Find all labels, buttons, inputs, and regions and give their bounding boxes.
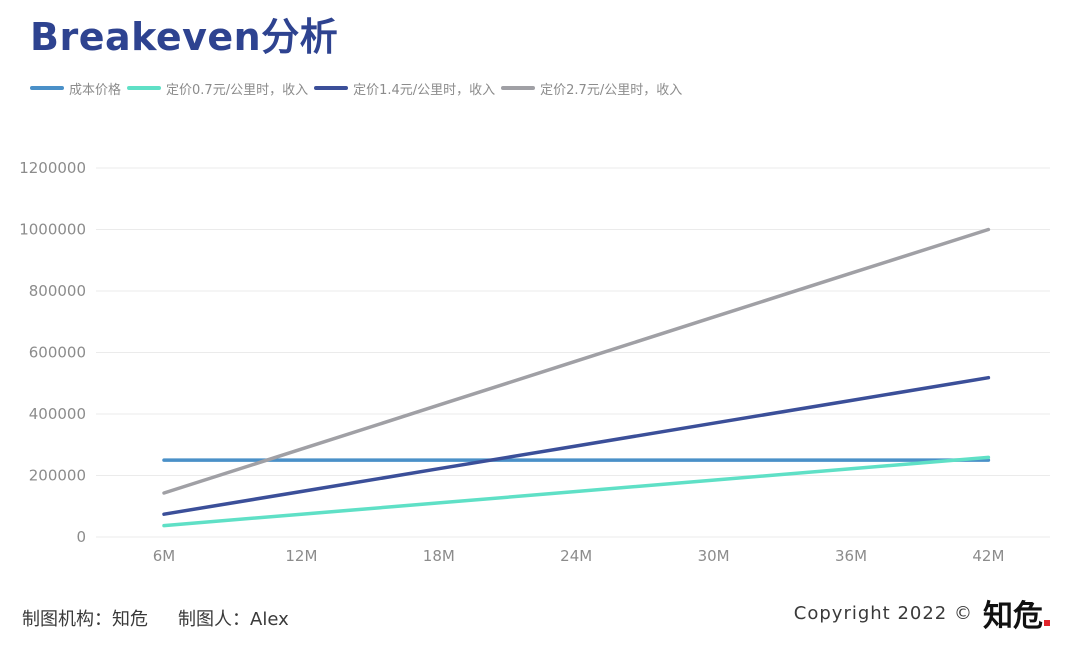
y-tick-labels: 0 200000 400000 600000 800000 1000000 1200000 (19, 159, 86, 546)
footer-credits: 制图机构：知危 制图人：Alex (22, 605, 289, 631)
line-chart: 020000040000060000080000010000001200000 … (19, 159, 1050, 565)
x-tick-label: 18M (423, 547, 455, 565)
series-line-price-2-7 (162, 227, 991, 495)
chart-legend: 成本价格 定价0.7元/公里时，收入 定价1.4元/公里时，收入 定价2.7元/… (30, 78, 688, 98)
x-tick-label: 12M (285, 547, 317, 565)
y-tick-label: 400000 (29, 405, 86, 423)
legend-swatch-cost (30, 86, 64, 90)
legend-item-price-1-4: 定价1.4元/公里时，收入 (314, 79, 495, 98)
footer-org: 制图机构：知危 (22, 609, 148, 630)
legend-label-price-1-4: 定价1.4元/公里时，收入 (353, 82, 496, 98)
legend-swatch-price-0-7 (127, 86, 162, 90)
y-tick-label: 600000 (29, 344, 86, 362)
series-line-price-0-7 (162, 455, 991, 528)
legend-label-price-0-7: 定价0.7元/公里时，收入 (166, 82, 309, 98)
legend-swatch-price-1-4 (314, 86, 349, 90)
y-tick-label: 800000 (29, 282, 86, 300)
x-tick-label: 30M (698, 547, 730, 565)
brand-logo: 知危 (983, 591, 1050, 635)
chart-title: Breakeven分析 (30, 15, 339, 59)
y-tick-label: 1200000 (19, 159, 86, 177)
brand-text: 知危 (983, 599, 1043, 634)
y-tick-label: 1000000 (19, 221, 86, 239)
x-tick-label: 36M (835, 547, 867, 565)
x-tick-label: 6M (153, 547, 176, 565)
y-tick-label: 0 (76, 528, 86, 546)
series-line-price-1-4 (162, 375, 991, 516)
footer-copyright: Copyright 2022 © 知危 (793, 596, 1050, 634)
legend-item-price-0-7: 定价0.7元/公里时，收入 (127, 79, 308, 98)
x-tick-label: 42M (972, 547, 1004, 565)
x-tick-labels: 6M 12M 18M 24M 30M 36M 42M (153, 547, 1005, 565)
legend-item-price-2-7: 定价2.7元/公里时，收入 (501, 79, 682, 98)
copyright-text: Copyright 2022 © (793, 602, 973, 624)
series-layer (162, 227, 991, 528)
legend-label-cost: 成本价格 (69, 82, 122, 98)
brand-dot-icon (1044, 620, 1050, 626)
grid-layer (96, 167, 1050, 538)
legend-label-price-2-7: 定价2.7元/公里时，收入 (540, 82, 683, 98)
legend-swatch-price-2-7 (501, 86, 536, 90)
x-tick-label: 24M (560, 547, 592, 565)
legend-item-cost: 成本价格 (30, 79, 121, 98)
footer-author: 制图人：Alex (178, 609, 289, 630)
y-tick-label: 200000 (29, 467, 86, 485)
